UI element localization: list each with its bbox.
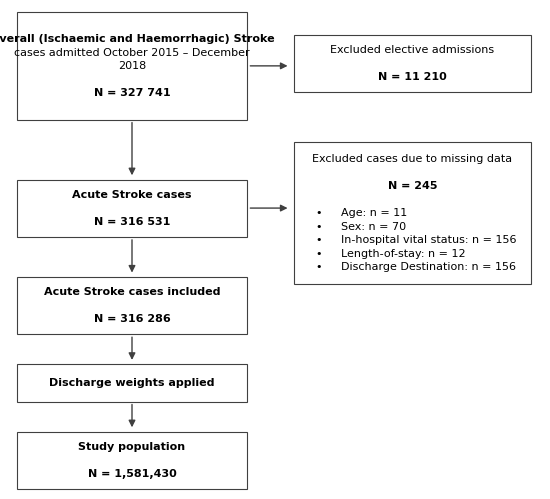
Text: Overall (Ischaemic and Haemorrhagic) Stroke: Overall (Ischaemic and Haemorrhagic) Str… [0, 34, 274, 44]
Text: Discharge Destination: n = 156: Discharge Destination: n = 156 [341, 262, 516, 272]
Text: N = 245: N = 245 [388, 181, 437, 192]
Text: Acute Stroke cases included: Acute Stroke cases included [44, 287, 220, 297]
Text: Excluded elective admissions: Excluded elective admissions [331, 45, 494, 55]
FancyBboxPatch shape [294, 35, 531, 92]
Text: Length-of-stay: n = 12: Length-of-stay: n = 12 [341, 249, 466, 259]
Text: •: • [316, 249, 322, 259]
FancyBboxPatch shape [16, 180, 248, 237]
Text: N = 11 210: N = 11 210 [378, 72, 447, 82]
Text: •: • [316, 208, 322, 219]
Text: •: • [316, 235, 322, 246]
Text: 2018: 2018 [118, 61, 146, 71]
Text: •: • [316, 222, 322, 232]
FancyBboxPatch shape [16, 364, 248, 402]
Text: N = 316 531: N = 316 531 [94, 217, 170, 227]
Text: Excluded cases due to missing data: Excluded cases due to missing data [312, 154, 513, 165]
Text: In-hospital vital status: n = 156: In-hospital vital status: n = 156 [341, 235, 516, 246]
FancyBboxPatch shape [294, 142, 531, 284]
Text: Acute Stroke cases: Acute Stroke cases [72, 190, 192, 200]
Text: Study population: Study population [79, 442, 185, 452]
Text: N = 327 741: N = 327 741 [94, 88, 170, 98]
Text: cases admitted October 2015 – December: cases admitted October 2015 – December [14, 47, 250, 58]
Text: Sex: n = 70: Sex: n = 70 [341, 222, 406, 232]
FancyBboxPatch shape [16, 432, 248, 489]
Text: Age: n = 11: Age: n = 11 [341, 208, 407, 219]
Text: •: • [316, 262, 322, 272]
FancyBboxPatch shape [16, 12, 248, 120]
Text: N = 1,581,430: N = 1,581,430 [87, 469, 177, 479]
Text: Discharge weights applied: Discharge weights applied [50, 378, 215, 388]
Text: N = 316 286: N = 316 286 [94, 314, 170, 324]
FancyBboxPatch shape [16, 277, 248, 334]
